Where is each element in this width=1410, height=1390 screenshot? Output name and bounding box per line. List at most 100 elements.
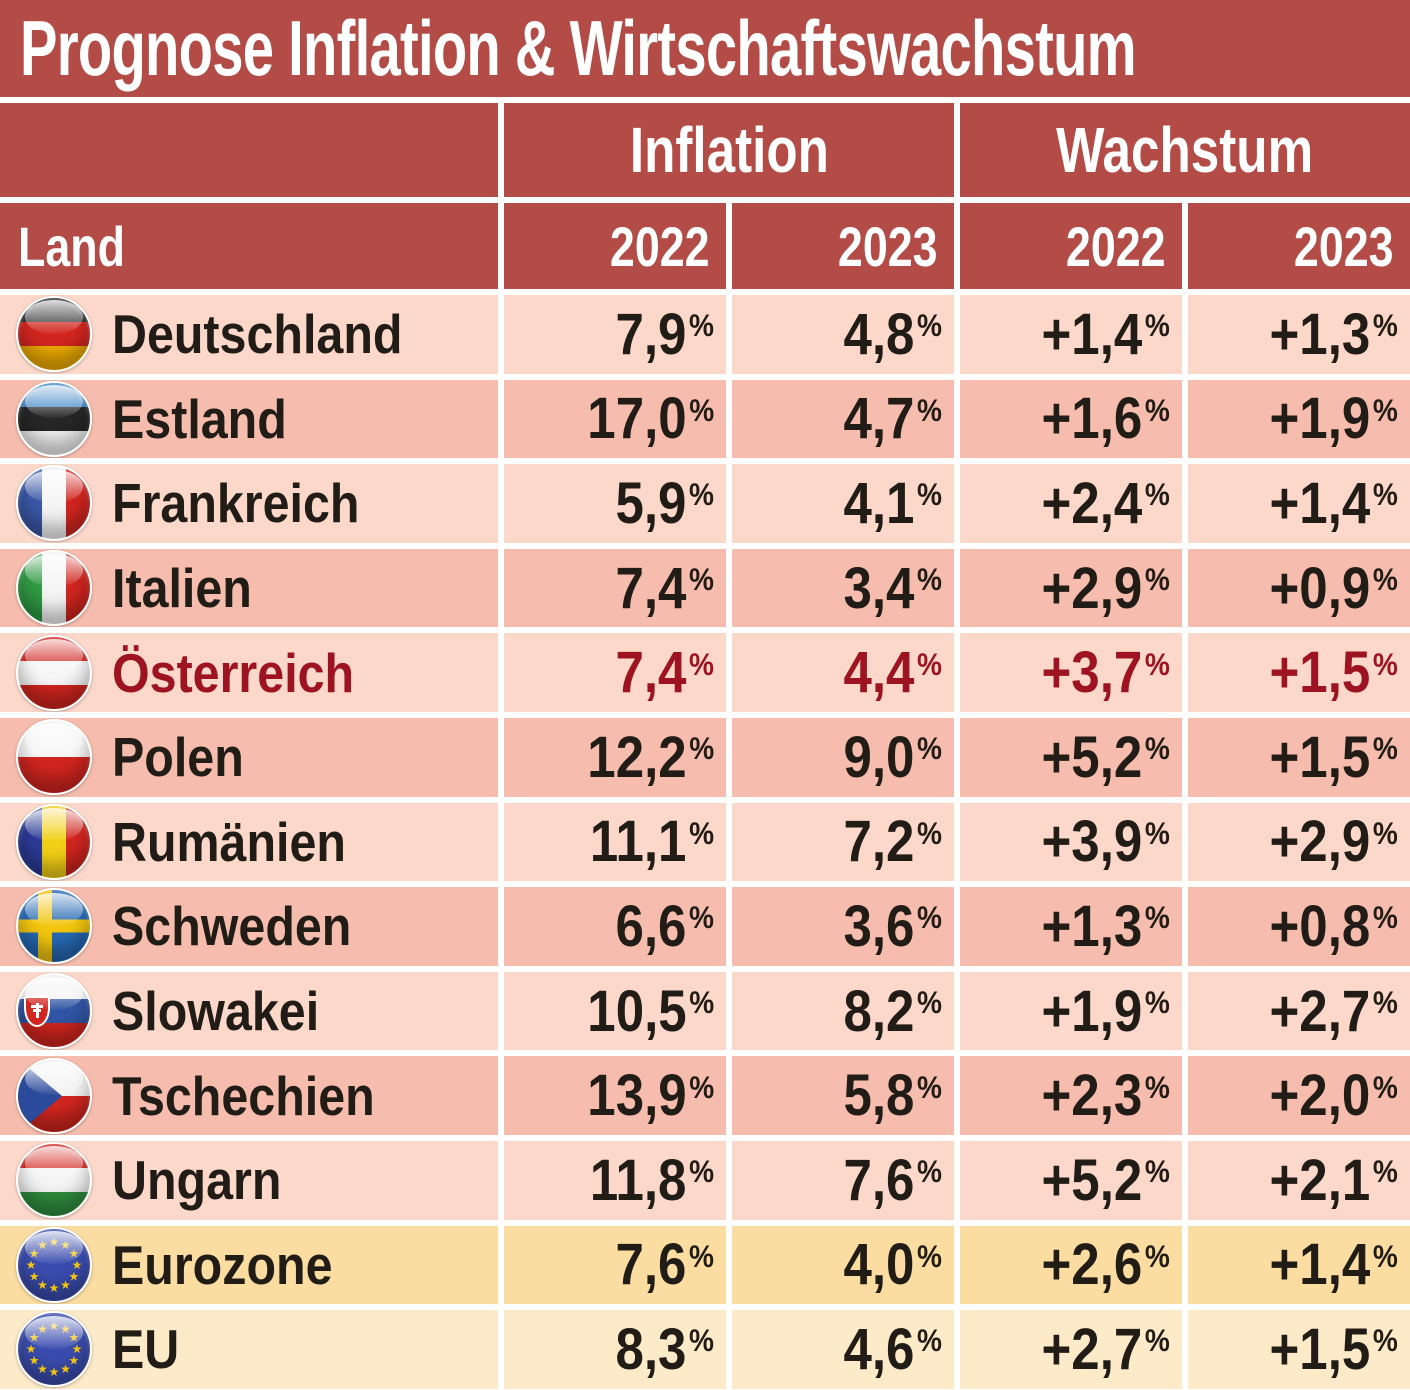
flag-estland-icon xyxy=(16,380,92,457)
percent-sign: % xyxy=(689,1237,714,1274)
row-frankreich-land: Frankreich xyxy=(0,464,498,543)
star-icon: ★ xyxy=(60,1322,71,1337)
percent-sign: % xyxy=(1145,1153,1170,1190)
column-header-inflation-2023: 2023 xyxy=(732,203,954,289)
percent-sign: % xyxy=(917,561,942,598)
header-group-inflation: Inflation xyxy=(504,103,954,197)
column-header-growth-2023: 2023 xyxy=(1188,203,1410,289)
tschechien-cell-inflation-2022: 13,9% xyxy=(504,1056,726,1135)
star-icon: ★ xyxy=(68,1269,80,1284)
star-icon: ★ xyxy=(60,1237,71,1252)
value: +5,2% xyxy=(1041,724,1170,790)
slowakei-cell-inflation-2022: 10,5% xyxy=(504,971,726,1051)
percent-sign: % xyxy=(1145,307,1170,344)
rumaenien-cell-inflation-2023: 7,2% xyxy=(732,802,954,882)
star-icon: ★ xyxy=(28,1330,40,1345)
flag-polen-icon xyxy=(16,719,92,796)
frankreich-cell-growth-2022: +2,4% xyxy=(960,464,1182,543)
star-icon: ★ xyxy=(60,1277,71,1292)
flag-eu-icon: ★ ★ ★ ★ ★ ★ ★ ★ ★ ★ ★ ★ xyxy=(16,1311,92,1388)
row-tschechien-land: Tschechien xyxy=(0,1056,498,1135)
percent-sign: % xyxy=(917,307,942,344)
header-group-inflation-label: Inflation xyxy=(629,114,829,186)
star-icon: ★ xyxy=(60,1362,71,1377)
star-icon: ★ xyxy=(68,1353,80,1368)
value: 6,6% xyxy=(615,893,714,959)
star-icon: ★ xyxy=(37,1277,48,1292)
percent-sign: % xyxy=(1373,561,1398,598)
value: 5,9% xyxy=(615,470,714,536)
percent-sign: % xyxy=(917,645,942,682)
value: 4,8% xyxy=(843,301,942,367)
star-icon: ★ xyxy=(25,1257,37,1272)
ungarn-cell-growth-2022: +5,2% xyxy=(960,1140,1182,1220)
row-polen-land: Polen xyxy=(0,717,498,797)
value: +1,9% xyxy=(1269,386,1398,452)
value: +2,9% xyxy=(1041,555,1170,621)
percent-sign: % xyxy=(1145,730,1170,767)
row-eu-land: ★ ★ ★ ★ ★ ★ ★ ★ ★ ★ ★ ★ EU xyxy=(0,1310,498,1389)
value: 3,6% xyxy=(843,893,942,959)
percent-sign: % xyxy=(689,391,714,428)
value: 7,6% xyxy=(843,1147,942,1213)
value: +1,5% xyxy=(1269,724,1398,790)
value: +5,2% xyxy=(1041,1147,1170,1213)
value: +1,3% xyxy=(1269,301,1398,367)
value: 11,8% xyxy=(589,1147,714,1213)
row-schweden-land: Schweden xyxy=(0,887,498,966)
value: +2,9% xyxy=(1269,809,1398,875)
percent-sign: % xyxy=(917,984,942,1021)
country-name: Slowakei xyxy=(112,980,320,1043)
value: 3,4% xyxy=(843,555,942,621)
slowakei-cell-growth-2023: +2,7% xyxy=(1188,971,1410,1051)
star-icon: ★ xyxy=(37,1322,48,1337)
schweden-cell-growth-2022: +1,3% xyxy=(960,887,1182,966)
value: +2,0% xyxy=(1269,1063,1398,1129)
flag-tschechien-icon xyxy=(16,1057,92,1134)
slowakei-cell-inflation-2023: 8,2% xyxy=(732,971,954,1051)
percent-sign: % xyxy=(689,1068,714,1105)
percent-sign: % xyxy=(1373,814,1398,851)
flag-frankreich-icon xyxy=(16,465,92,542)
flag-slowakei-icon xyxy=(16,973,92,1050)
row-deutschland-land: Deutschland xyxy=(0,295,498,374)
star-icon: ★ xyxy=(37,1362,48,1377)
value: 7,2% xyxy=(843,809,942,875)
column-header-label: 2023 xyxy=(1294,214,1394,278)
flag-oesterreich-icon xyxy=(16,634,92,711)
percent-sign: % xyxy=(689,307,714,344)
ungarn-cell-inflation-2023: 7,6% xyxy=(732,1140,954,1220)
oesterreich-cell-inflation-2022: 7,4% xyxy=(504,633,726,712)
page-title: Prognose Inflation & Wirtschaftswachstum xyxy=(0,0,1410,97)
tschechien-cell-growth-2022: +2,3% xyxy=(960,1056,1182,1135)
row-ungarn-land: Ungarn xyxy=(0,1140,498,1220)
percent-sign: % xyxy=(917,391,942,428)
polen-cell-growth-2023: +1,5% xyxy=(1188,717,1410,797)
value: +1,4% xyxy=(1269,1232,1398,1298)
value: 12,2% xyxy=(587,724,714,790)
page-title-text: Prognose Inflation & Wirtschaftswachstum xyxy=(20,4,1137,92)
country-name: Italien xyxy=(112,557,252,620)
value: +3,7% xyxy=(1041,640,1170,706)
percent-sign: % xyxy=(1145,984,1170,1021)
polen-cell-growth-2022: +5,2% xyxy=(960,717,1182,797)
value: 5,8% xyxy=(843,1063,942,1129)
country-name: Österreich xyxy=(112,641,355,704)
row-oesterreich-land: Österreich xyxy=(0,633,498,712)
tschechien-cell-growth-2023: +2,0% xyxy=(1188,1056,1410,1135)
star-icon: ★ xyxy=(48,1280,60,1295)
flag-eurozone-icon: ★ ★ ★ ★ ★ ★ ★ ★ ★ ★ ★ ★ xyxy=(16,1226,92,1303)
estland-cell-growth-2022: +1,6% xyxy=(960,379,1182,459)
percent-sign: % xyxy=(1145,1237,1170,1274)
value: 17,0% xyxy=(587,386,714,452)
percent-sign: % xyxy=(917,814,942,851)
star-icon: ★ xyxy=(37,1237,48,1252)
country-name: Eurozone xyxy=(112,1233,333,1296)
value: 8,3% xyxy=(615,1316,714,1382)
percent-sign: % xyxy=(1145,899,1170,936)
flag-rumaenien-icon xyxy=(16,803,92,880)
estland-cell-growth-2023: +1,9% xyxy=(1188,379,1410,459)
value: +1,3% xyxy=(1041,893,1170,959)
star-icon: ★ xyxy=(48,1319,60,1334)
value: +2,1% xyxy=(1269,1147,1398,1213)
